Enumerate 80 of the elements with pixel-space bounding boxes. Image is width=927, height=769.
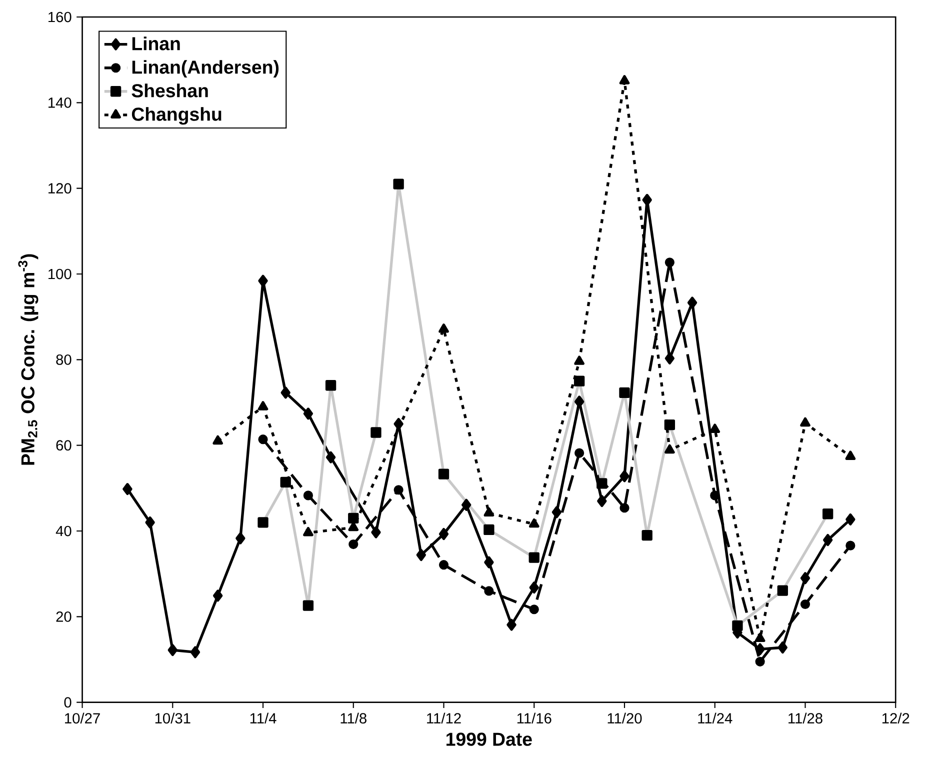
point [145, 516, 155, 528]
point [258, 401, 268, 410]
y-tick-label: 160 [48, 12, 72, 22]
point [303, 526, 314, 536]
x-tick-label: 11/16 [517, 712, 552, 724]
point [754, 632, 766, 642]
legend-label: Sheshan [132, 84, 208, 98]
point [574, 448, 584, 458]
legend-label: Linan(Andersen) [132, 60, 279, 78]
point [303, 490, 313, 500]
point [845, 450, 856, 460]
x-tick-label: 11/4 [250, 712, 276, 724]
x-tick-label: 11/8 [340, 712, 366, 724]
legend-label: Linan [132, 36, 180, 50]
point [394, 485, 404, 495]
point [800, 599, 810, 610]
x-tick-label: 11/12 [427, 712, 461, 724]
point [190, 646, 200, 658]
x-tick-label: 11/20 [608, 712, 642, 724]
point [642, 194, 652, 206]
point [258, 274, 268, 287]
point [574, 356, 584, 365]
x-tick-label: 11/28 [788, 712, 822, 724]
point [348, 539, 358, 550]
point [484, 586, 494, 596]
point [462, 498, 472, 511]
point [620, 470, 630, 482]
point [258, 434, 268, 444]
point [506, 618, 516, 631]
point [822, 534, 833, 546]
point [438, 528, 449, 540]
point [664, 352, 675, 364]
point [529, 582, 539, 594]
point [597, 495, 607, 508]
point [236, 532, 246, 544]
point [800, 417, 810, 427]
point [846, 540, 856, 550]
point [168, 644, 178, 656]
point [416, 548, 426, 561]
point [212, 435, 223, 445]
x-tick-label: 12/2 [882, 712, 910, 724]
point [371, 526, 381, 538]
point [438, 560, 449, 570]
point [484, 507, 494, 517]
point [280, 386, 290, 399]
y-tick-label: 40 [56, 526, 72, 536]
point [664, 258, 674, 268]
y-tick-label: 100 [48, 268, 72, 280]
point [664, 444, 675, 454]
point [846, 513, 856, 526]
point [755, 643, 765, 656]
point [529, 604, 539, 614]
x-axis-title: 1999 Date [446, 732, 532, 746]
y-tick-label: 20 [56, 611, 72, 622]
point [438, 324, 449, 333]
point [212, 590, 223, 602]
y-tick-label: 80 [56, 354, 72, 365]
y-axis-title: PM$_{2.5}$ OC Conc. (µg m$^{-3}$) [18, 254, 38, 465]
point [552, 506, 562, 518]
point [800, 572, 810, 584]
y-tick-label: 120 [48, 183, 72, 194]
point [394, 418, 404, 430]
x-tick-label: 10/31 [155, 712, 190, 724]
point [122, 483, 132, 496]
point [619, 75, 630, 84]
point [687, 296, 698, 309]
point [484, 556, 494, 568]
x-tick-label: 10/27 [65, 712, 100, 724]
point [620, 503, 630, 513]
y-tick-label: 0 [64, 697, 72, 708]
x-tick-label: 11/24 [698, 712, 732, 724]
y-tick-label: 60 [56, 440, 72, 451]
legend-label: Changshu [132, 107, 222, 125]
point [755, 656, 765, 666]
point [326, 451, 336, 464]
point [710, 424, 720, 434]
point [778, 642, 788, 654]
y-tick-label: 140 [48, 97, 72, 108]
point [303, 408, 314, 420]
point [528, 518, 540, 528]
